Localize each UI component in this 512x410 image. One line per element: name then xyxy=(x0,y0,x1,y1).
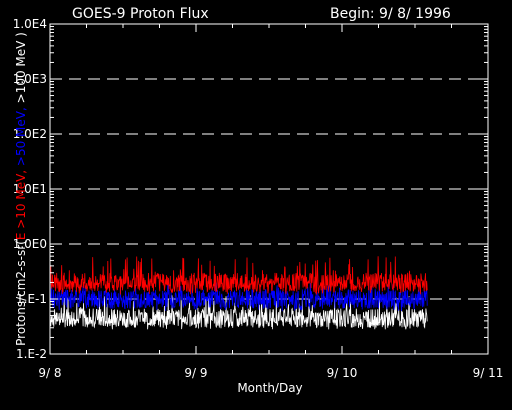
y-label-part: >100 MeV ) xyxy=(14,32,28,103)
series-line xyxy=(49,282,428,312)
y-label-part: Protons/cm2-s-sr( xyxy=(14,240,28,346)
series-line xyxy=(49,256,428,295)
begin-date: Begin: 9/ 8/ 1996 xyxy=(330,6,451,22)
series-line xyxy=(49,295,428,330)
x-tick-label: 9/ 10 xyxy=(327,366,358,380)
y-tick-label: 1.0E2 xyxy=(13,127,47,141)
x-tick-label: 9/ 11 xyxy=(473,366,504,380)
y-label-part: E >10 MeV, xyxy=(14,166,28,240)
x-axis-ticks: 9/ 8 9/ 9 9/ 10 9/ 11 xyxy=(38,24,503,380)
y-tick-label: 1.0E4 xyxy=(13,17,47,31)
data-series xyxy=(49,256,428,330)
x-axis-label: Month/Day xyxy=(237,381,302,395)
y-label-part: >50 MeV, xyxy=(14,103,28,166)
y-axis-ticks: 1.E-2 1.E-1 1.0E0 1.0E1 1.0E2 1.0E3 1.0E4 xyxy=(13,17,488,361)
x-tick-label: 9/ 9 xyxy=(184,366,207,380)
y-tick-label: 1.E-2 xyxy=(16,347,47,361)
y-tick-label: 1.0E1 xyxy=(13,182,47,196)
x-tick-label: 9/ 8 xyxy=(38,366,61,380)
y-tick-label: 1.0E0 xyxy=(13,237,47,251)
y-tick-label: 1.E-1 xyxy=(16,292,47,306)
y-tick-label: 1.0E3 xyxy=(13,72,47,86)
grid-lines xyxy=(50,78,488,300)
chart-title: GOES-9 Proton Flux xyxy=(72,6,209,22)
y-axis-label: Protons/cm2-s-sr(E >10 MeV, >50 MeV, >10… xyxy=(14,32,28,346)
